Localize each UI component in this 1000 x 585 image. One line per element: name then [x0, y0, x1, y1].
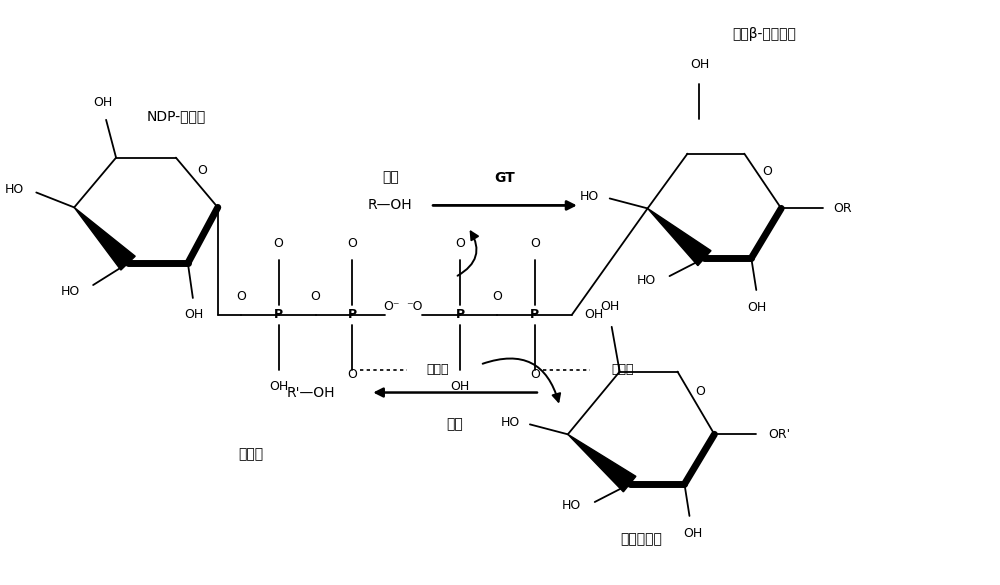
Text: O: O [274, 237, 284, 250]
Text: O: O [347, 237, 357, 250]
Text: HO: HO [637, 274, 656, 287]
Text: GT: GT [495, 171, 515, 184]
Text: OH: OH [584, 308, 603, 321]
Text: 受体β-葡萄糖苷: 受体β-葡萄糖苷 [732, 27, 796, 41]
Text: 核苷酸: 核苷酸 [611, 363, 634, 376]
Text: 受体: 受体 [382, 171, 399, 184]
Text: O: O [695, 384, 705, 398]
Text: NDP-葡萄糖: NDP-葡萄糖 [146, 109, 206, 123]
Text: OH: OH [269, 380, 288, 393]
Polygon shape [568, 434, 636, 492]
Text: 核苷酸: 核苷酸 [426, 363, 448, 376]
Text: 合酶: 合酶 [447, 417, 464, 431]
Text: O: O [492, 291, 502, 304]
Text: O: O [347, 368, 357, 381]
Text: R'—OH: R'—OH [286, 386, 335, 400]
Text: O⁻: O⁻ [383, 301, 400, 314]
Text: P: P [530, 308, 539, 321]
Text: ⁻O: ⁻O [406, 301, 422, 314]
Text: OH: OH [93, 97, 113, 109]
Text: R—OH: R—OH [368, 198, 413, 212]
Text: OH: OH [748, 301, 767, 314]
Text: HO: HO [500, 416, 520, 429]
Text: OR': OR' [768, 428, 790, 441]
Text: P: P [348, 308, 357, 321]
Polygon shape [648, 208, 711, 266]
Text: OH: OH [690, 57, 709, 71]
Text: OH: OH [683, 527, 702, 541]
Text: OH: OH [600, 301, 619, 314]
Text: HO: HO [5, 183, 24, 196]
Text: HO: HO [61, 284, 80, 298]
Text: HO: HO [580, 190, 599, 203]
Text: O: O [236, 291, 246, 304]
Text: P: P [456, 308, 465, 321]
Text: O: O [762, 164, 772, 178]
Text: OH: OH [184, 308, 203, 321]
Text: HO: HO [562, 500, 581, 512]
Text: O: O [530, 368, 540, 381]
Text: OR: OR [834, 202, 852, 215]
Text: 葡萄糖供体: 葡萄糖供体 [621, 532, 663, 546]
Polygon shape [74, 208, 135, 270]
Text: O: O [197, 164, 207, 177]
Text: O: O [530, 237, 540, 250]
Text: 副产物: 副产物 [238, 447, 263, 461]
Text: P: P [274, 308, 283, 321]
Text: O: O [455, 237, 465, 250]
Text: OH: OH [450, 380, 470, 393]
Text: O: O [311, 291, 320, 304]
